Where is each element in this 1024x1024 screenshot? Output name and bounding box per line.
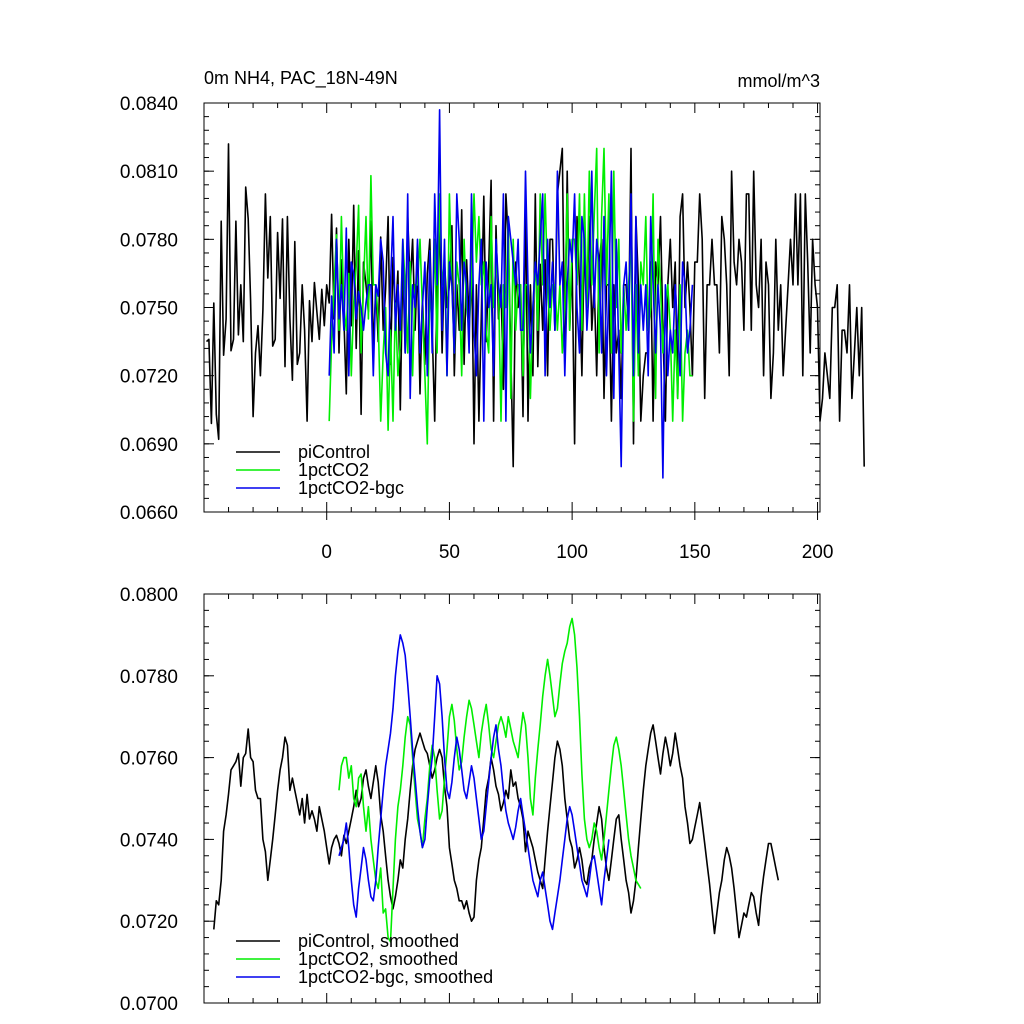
y-tick-label: 0.0840 — [120, 94, 178, 115]
y-tick-label: 0.0780 — [120, 230, 178, 251]
y-tick-label: 0.0810 — [120, 162, 178, 183]
legend-label: piControl, smoothed — [298, 931, 459, 951]
legend-label: 1pctCO2-bgc, smoothed — [298, 967, 493, 987]
y-tick-label: 0.0690 — [120, 435, 178, 456]
legend-label: 1pctCO2-bgc — [298, 478, 404, 498]
top-panel-units: mmol/m^3 — [738, 71, 820, 91]
series-line-2 — [338, 634, 610, 931]
series-line-2 — [328, 109, 694, 479]
series-line-0 — [205, 143, 865, 468]
legend-label: piControl — [298, 442, 370, 462]
x-tick-label: 150 — [679, 542, 711, 563]
y-tick-label: 0.0750 — [120, 299, 178, 320]
y-tick-label: 0.0720 — [120, 912, 178, 933]
legend-label: 1pctCO2, smoothed — [298, 949, 458, 969]
y-tick-label: 0.0660 — [120, 503, 178, 524]
series-line-1 — [338, 617, 642, 943]
top-panel-plot: 0.0660 0.0690 0.0720 0.0750 0.0780 0.0810 0.08… — [120, 94, 865, 563]
x-tick-label: 0 — [321, 542, 332, 563]
top-panel-title: 0m NH4, PAC_18N-49N — [204, 68, 398, 89]
legend-label: 1pctCO2 — [298, 460, 369, 480]
x-tick-label: 100 — [556, 542, 588, 563]
series-line-0 — [213, 724, 780, 939]
y-tick-label: 0.0780 — [120, 667, 178, 688]
bottom-panel-plot: 0.0700 0.0720 0.0740 0.0760 0.0780 0.0800 piCo… — [120, 585, 821, 1015]
x-tick-label: 200 — [802, 542, 834, 563]
x-tick-label: 50 — [439, 542, 460, 563]
plot-frame — [203, 593, 821, 1004]
y-tick-label: 0.0700 — [120, 994, 178, 1015]
y-tick-label: 0.0740 — [120, 830, 178, 851]
y-tick-label: 0.0800 — [120, 585, 178, 606]
y-tick-label: 0.0760 — [120, 749, 178, 770]
y-tick-label: 0.0720 — [120, 367, 178, 388]
